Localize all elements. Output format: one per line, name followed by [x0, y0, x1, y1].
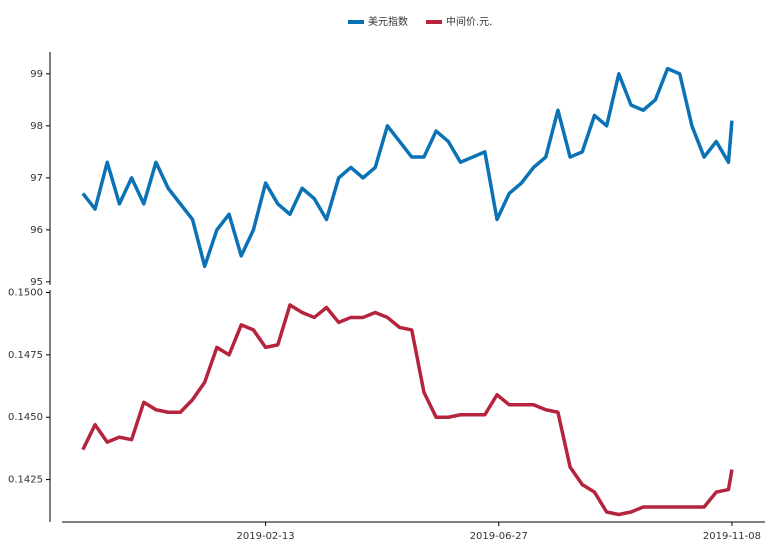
y-tick-label: 98 — [30, 121, 43, 132]
y-tick-label: 97 — [30, 173, 43, 184]
data-line — [81, 66, 734, 269]
x-tick-label: 2019-02-13 — [237, 531, 295, 542]
x-tick-label: 2019-11-08 — [703, 531, 761, 542]
y-tick-label: 0.1475 — [8, 350, 43, 361]
y-tick-label: 0.1500 — [8, 287, 43, 298]
y-tick-label: 99 — [30, 69, 43, 80]
x-tick-label: 2019-06-27 — [470, 531, 528, 542]
legend-label: 美元指数 — [368, 15, 408, 28]
data-line — [81, 303, 734, 517]
y-tick-label: 0.1425 — [8, 475, 43, 486]
y-tick-label: 95 — [30, 277, 43, 288]
y-tick-label: 96 — [30, 225, 43, 236]
y-tick-label: 0.1450 — [8, 412, 43, 423]
legend-label: 中间价.元. — [446, 15, 492, 28]
